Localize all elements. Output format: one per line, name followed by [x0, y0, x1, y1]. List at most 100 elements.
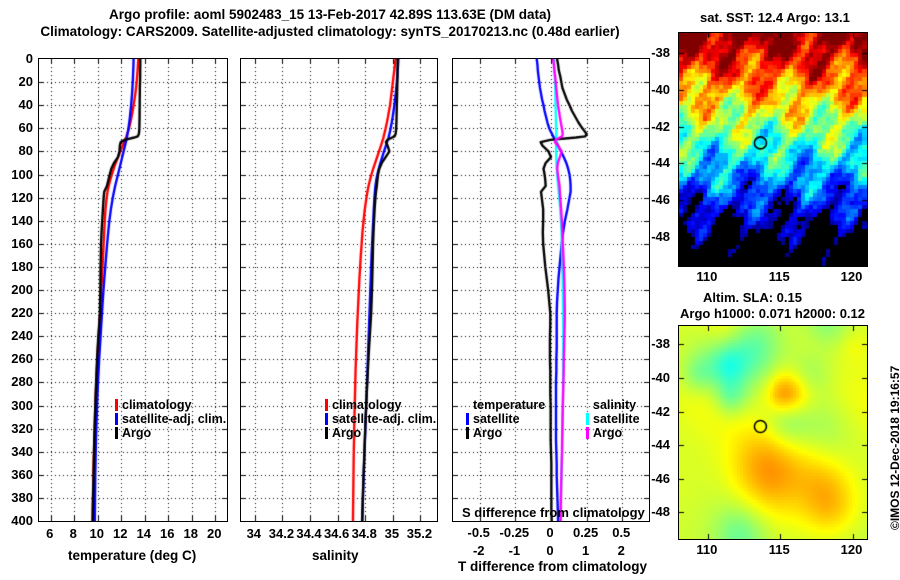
- temperature-legend: climatology satellite-adj. clim. Argo: [115, 398, 226, 440]
- s-difference-tick-label: 0.5: [612, 525, 631, 540]
- depth-tick-label: 120: [11, 189, 33, 205]
- legend-label-climatology: climatology: [122, 398, 192, 412]
- legend-label-satellite: satellite-adj. clim.: [122, 412, 227, 426]
- t-difference-tick-label: 2: [617, 543, 625, 558]
- sla-latitude-tick-label: -44: [651, 437, 670, 453]
- temperature-tick-label: 16: [160, 526, 175, 541]
- depth-tick-label: 140: [11, 212, 33, 228]
- depth-tick-label: 200: [11, 282, 33, 297]
- salinity-profile-panel: [240, 58, 438, 522]
- legend-item-s-satellite: satellite: [586, 412, 640, 426]
- salinity-axis-label: salinity: [312, 548, 359, 563]
- sst-map-panel: [678, 32, 868, 267]
- depth-tick-label: 340: [11, 443, 33, 459]
- t-difference-tick-label: 0: [546, 543, 554, 558]
- sla-latitude-tick-label: -38: [651, 336, 670, 352]
- sst-latitude-tick-label: -40: [651, 81, 670, 97]
- legend-item-s-argo: Argo: [586, 426, 640, 440]
- sla-latitude-tick-label: -48: [651, 504, 670, 520]
- temperature-axis-label: temperature (deg C): [68, 548, 197, 563]
- depth-tick-label: 20: [18, 74, 33, 90]
- sst-latitude-tick-label: -42: [651, 118, 670, 134]
- depth-tick-label: 300: [11, 397, 33, 413]
- legend-swatch-climatology: [325, 399, 328, 411]
- legend-title-temperature: temperature: [466, 398, 545, 412]
- legend-label-t-argo: Argo: [473, 426, 503, 440]
- sst-latitude-tick-label: -48: [651, 228, 670, 244]
- depth-tick-label: 80: [18, 143, 33, 159]
- sst-latitude-tick-label: -38: [651, 45, 670, 61]
- legend-label-argo: Argo: [332, 426, 362, 440]
- depth-tick-label: 280: [11, 374, 33, 390]
- temperature-tick-label: 10: [89, 526, 104, 541]
- salinity-legend: climatology satellite-adj. clim. Argo: [325, 398, 436, 440]
- temperature-tick-label: 12: [113, 526, 128, 541]
- salinity-tick-label: 34.8: [351, 526, 377, 541]
- title-line-2: Climatology: CARS2009. Satellite-adjuste…: [40, 24, 620, 39]
- s-difference-tick-label: 0.25: [572, 525, 599, 540]
- legend-item-argo: Argo: [325, 426, 436, 440]
- sla-latitude-tick-label: -40: [651, 369, 670, 385]
- depth-tick-label: 400: [11, 513, 33, 528]
- sla-map-title-line2: Argo h1000: 0.071 h2000: 0.12: [680, 306, 865, 321]
- temperature-tick-label: 6: [46, 526, 54, 541]
- legend-swatch-argo: [325, 427, 328, 439]
- temperature-profile-canvas: [39, 59, 227, 521]
- t-difference-axis-label: T difference from climatology: [458, 559, 648, 574]
- sla-longitude-tick-label: 115: [768, 542, 790, 557]
- legend-label-s-argo: Argo: [593, 426, 623, 440]
- depth-tick-label: 240: [11, 328, 33, 344]
- salinity-tick-label: 35: [384, 526, 400, 541]
- temperature-tick-label: 14: [136, 526, 151, 541]
- difference-legend-temperature: temperature satellite Argo: [466, 398, 545, 440]
- legend-label-s-satellite: satellite: [593, 412, 640, 426]
- sst-latitude-tick-label: -46: [651, 191, 670, 207]
- sst-latitude-tick-label: -44: [651, 155, 670, 171]
- sst-longitude-tick-label: 110: [696, 269, 718, 284]
- s-difference-axis-label: S difference from climatology: [462, 505, 645, 520]
- salinity-tick-label: 34: [246, 526, 262, 541]
- sst-longitude-tick-label: 120: [840, 269, 863, 284]
- legend-swatch-satellite: [115, 413, 118, 425]
- salinity-tick-label: 35.2: [406, 526, 433, 541]
- temperature-profile-panel: [38, 58, 228, 522]
- legend-swatch-s-argo: [586, 427, 589, 439]
- depth-tick-label: 100: [11, 166, 33, 182]
- s-difference-tick-label: -0.25: [499, 525, 530, 540]
- depth-tick-label: 180: [11, 258, 33, 274]
- sla-longitude-tick-label: 120: [840, 542, 863, 557]
- depth-tick-label: 260: [11, 351, 33, 367]
- depth-tick-label: 40: [18, 97, 33, 113]
- sst-map-title: sat. SST: 12.4 Argo: 13.1: [700, 10, 850, 25]
- legend-item-satellite: satellite-adj. clim.: [115, 412, 226, 426]
- legend-swatch-argo: [115, 427, 118, 439]
- legend-item-climatology: climatology: [325, 398, 436, 412]
- page-title: Argo profile: aoml 5902483_15 13-Feb-201…: [0, 6, 660, 40]
- difference-profile-panel: [452, 58, 650, 522]
- legend-label-salinity-title: salinity: [593, 398, 637, 412]
- sst-longitude-tick-label: 115: [768, 269, 790, 284]
- legend-label-climatology: climatology: [332, 398, 402, 412]
- temperature-tick-label: 20: [207, 526, 222, 541]
- legend-item-argo: Argo: [115, 426, 226, 440]
- legend-item-t-satellite: satellite: [466, 412, 545, 426]
- depth-tick-label: 360: [11, 466, 33, 482]
- legend-item-t-argo: Argo: [466, 426, 545, 440]
- sla-longitude-tick-label: 110: [696, 542, 718, 557]
- s-difference-tick-label: 0: [546, 525, 554, 540]
- sla-map-title-line1: Altim. SLA: 0.15: [703, 290, 802, 305]
- depth-tick-label: 160: [11, 235, 33, 251]
- legend-swatch-s-satellite: [586, 413, 589, 425]
- sla-map-canvas: [679, 326, 867, 539]
- legend-label-satellite: satellite-adj. clim.: [332, 412, 437, 426]
- watermark: ©IMOS 12-Dec-2018 19:16:57: [888, 365, 900, 530]
- depth-tick-label: 60: [18, 120, 33, 136]
- t-difference-tick-label: -2: [472, 543, 485, 558]
- depth-tick-label: 320: [11, 420, 33, 436]
- s-difference-tick-label: -0.5: [467, 525, 490, 540]
- temperature-tick-label: 18: [183, 526, 198, 541]
- sla-latitude-tick-label: -46: [651, 470, 670, 486]
- t-difference-tick-label: 1: [582, 543, 590, 558]
- legend-label-t-satellite: satellite: [473, 412, 520, 426]
- sla-latitude-tick-label: -42: [651, 403, 670, 419]
